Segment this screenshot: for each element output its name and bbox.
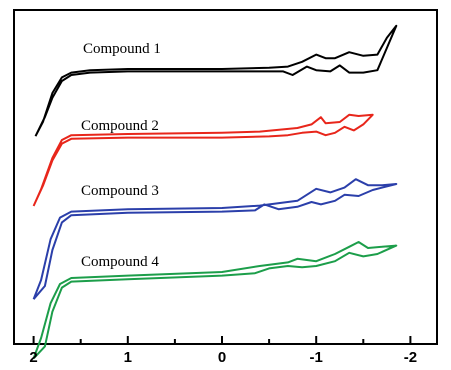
series-labels: Compound 1 Compound 2 Compound 3 Compound 4	[81, 41, 161, 270]
x-tick-label: 2	[29, 349, 37, 366]
x-tick-label: 1	[124, 349, 132, 366]
x-axis-tick-labels: 2 1 0 -1 -2	[29, 349, 417, 366]
series-label-compound-1: Compound 1	[83, 41, 161, 57]
trace-compound-4	[32, 241, 398, 360]
x-axis-ticks	[32, 336, 412, 344]
trace-compound-2	[32, 113, 374, 207]
voltammogram-traces	[32, 24, 398, 360]
x-tick-label: 0	[218, 349, 226, 366]
series-label-compound-4: Compound 4	[81, 254, 159, 270]
x-tick-label: -1	[310, 349, 323, 366]
x-tick-label: -2	[404, 349, 417, 366]
trace-compound-3	[32, 178, 398, 300]
series-label-compound-2: Compound 2	[81, 118, 159, 134]
plot-frame	[13, 9, 438, 345]
series-label-compound-3: Compound 3	[81, 183, 159, 199]
trace-compound-1	[34, 24, 398, 137]
